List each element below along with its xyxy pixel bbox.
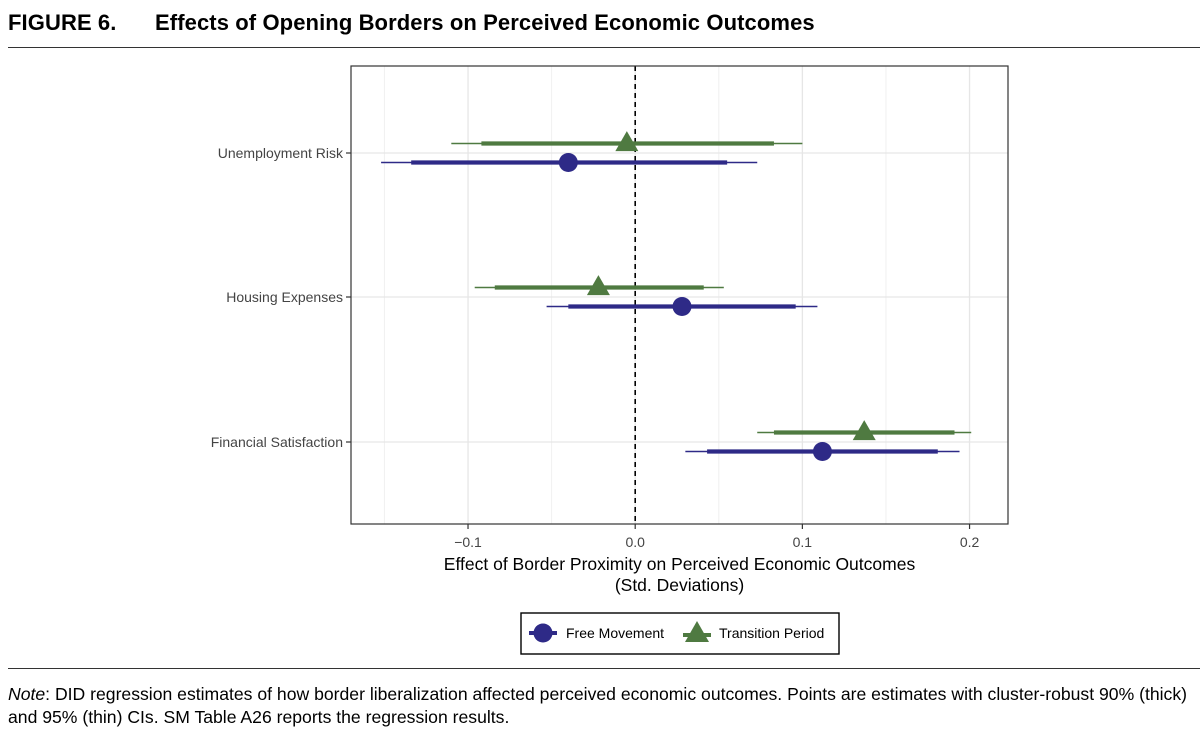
x-axis-title: Effect of Border Proximity on Perceived … (444, 554, 916, 574)
legend-box (520, 612, 840, 655)
legend-label: Transition Period (719, 625, 824, 641)
free-movement-point (672, 297, 692, 316)
legend-key-triangle (685, 621, 709, 642)
x-tick-label: 0.2 (960, 534, 980, 550)
legend-key-circle (533, 623, 553, 643)
note-label: Note (8, 684, 46, 704)
figure-number: FIGURE 6. (8, 10, 117, 35)
x-axis-title-line2: (Std. Deviations) (615, 575, 744, 595)
x-tick-label: −0.1 (454, 534, 482, 550)
transition-period-point (586, 275, 610, 296)
figure-note: Note: DID regression estimates of how bo… (8, 683, 1193, 729)
top-rule (8, 47, 1200, 48)
free-movement-point (812, 442, 832, 461)
y-tick-label: Housing Expenses (226, 289, 343, 305)
plot-border (350, 65, 1009, 525)
x-tick-label: 0.0 (625, 534, 645, 550)
note-text: : DID regression estimates of how border… (8, 684, 1187, 727)
coefficient-chart: Unemployment Risk Housing Expenses Financi… (211, 65, 1009, 655)
figure-title-text: Effects of Opening Borders on Perceived … (155, 10, 815, 35)
transition-period-point (615, 131, 639, 152)
legend-label: Free Movement (566, 625, 664, 641)
plot-area (351, 66, 1008, 524)
y-tick-label: Financial Satisfaction (211, 434, 343, 450)
y-tick-label: Unemployment Risk (218, 145, 344, 161)
figure-title: FIGURE 6. Effects of Opening Borders on P… (8, 10, 815, 36)
x-tick-label: 0.1 (793, 534, 813, 550)
transition-period-point (852, 420, 876, 441)
bottom-rule (8, 668, 1200, 669)
free-movement-point (558, 153, 578, 172)
